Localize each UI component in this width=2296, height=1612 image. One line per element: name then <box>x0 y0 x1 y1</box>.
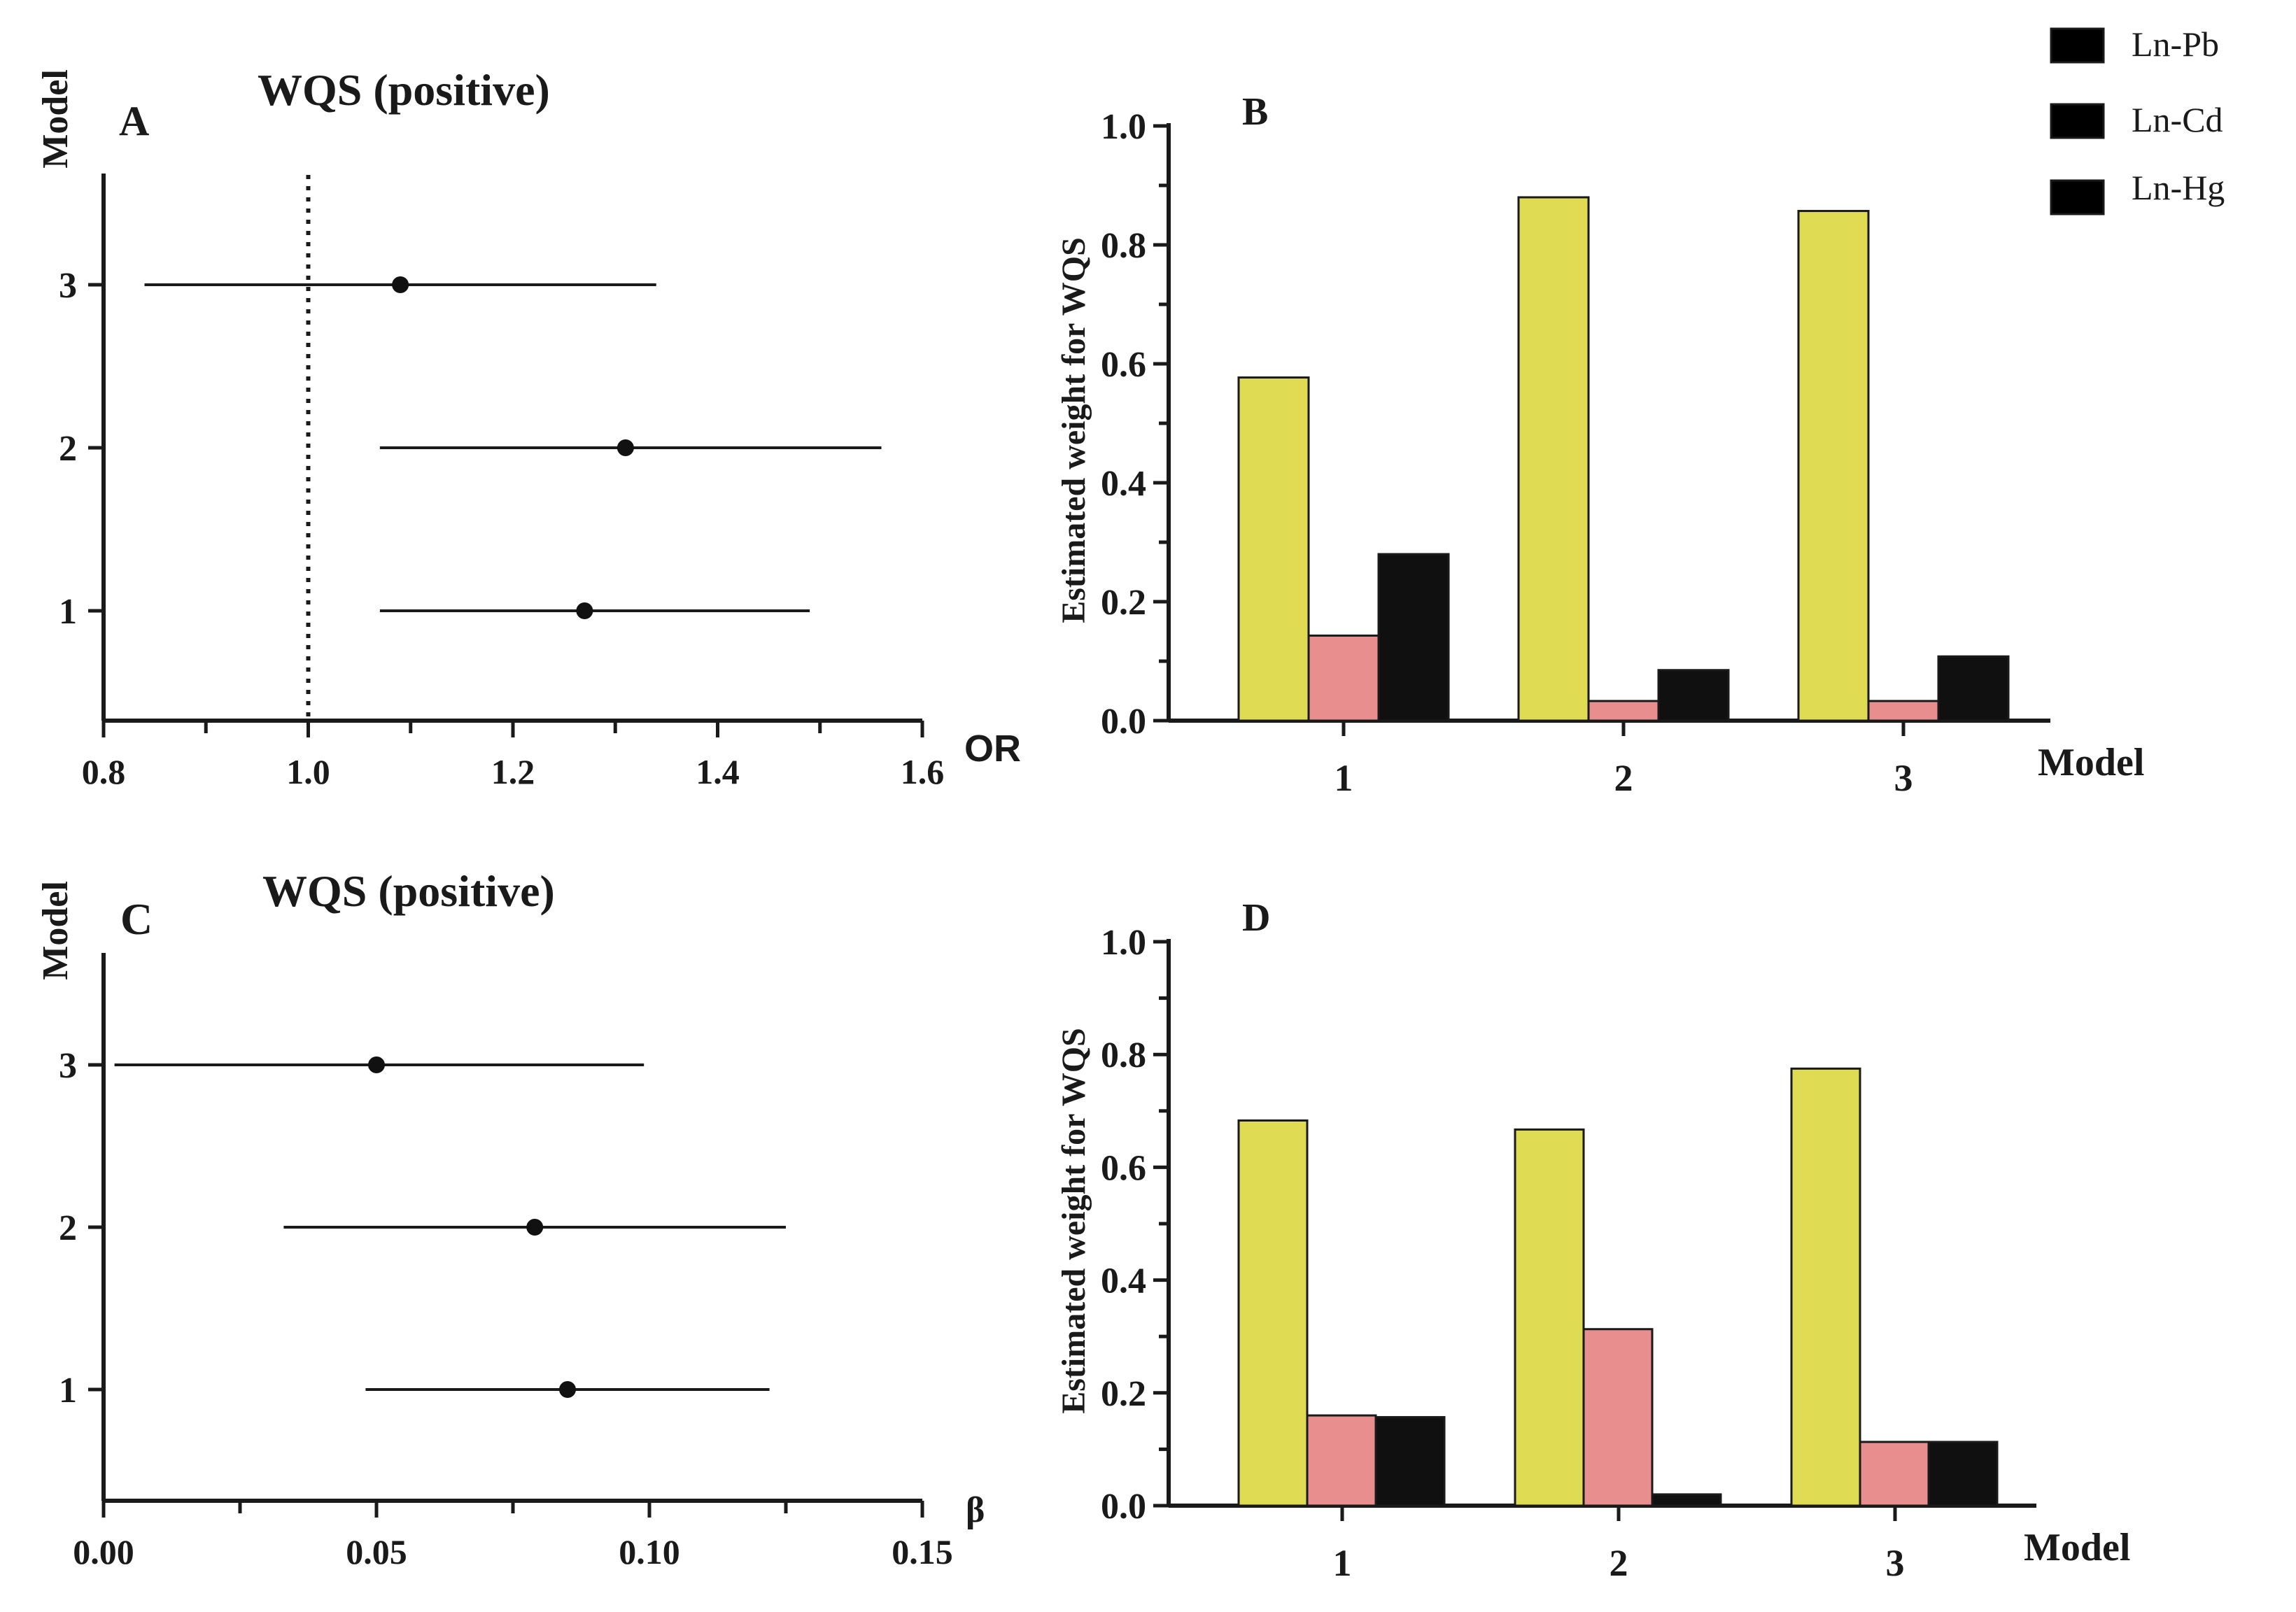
panel-b-xlabel: Model <box>2038 741 2144 784</box>
panel-c-x-tick-label: 0.00 <box>73 1532 134 1571</box>
legend-swatch-ln-hg <box>2050 179 2105 215</box>
panel-c-xlabel: β <box>966 1490 985 1530</box>
panel-d-bar-ln-hg-model-3 <box>1927 1441 1999 1507</box>
panel-b-ylabel: Estimated weight for WQS <box>1055 237 1092 623</box>
panel-c-ylabel: Model <box>36 881 76 980</box>
panel-b-y-tick-label: 0.8 <box>1101 226 1146 266</box>
panel-b-y-tick-label: 0.0 <box>1101 702 1146 742</box>
panel-b-letter: B <box>1242 90 1268 134</box>
panel-a-y-tick-label: 1 <box>59 592 77 632</box>
panel-a-x-tick-label: 1.0 <box>286 752 330 791</box>
panel-b-bar-chart: B Estimated weight for WQS Model 0.00.20… <box>1055 90 2144 799</box>
panel-d-bar-ln-pb-model-1 <box>1237 1119 1309 1507</box>
panel-d-y-tick-label: 0.8 <box>1101 1035 1146 1075</box>
panel-d-bar-ln-pb-model-2 <box>1514 1128 1585 1507</box>
panel-a-x-tick-label: 0.8 <box>82 752 126 791</box>
panel-c-marks: 0.00 0.05 0.10 0.15 1 2 3 <box>59 953 953 1571</box>
panel-d-ylabel: Estimated weight for WQS <box>1055 1028 1092 1414</box>
panel-d-bar-ln-pb-model-3 <box>1790 1067 1861 1507</box>
panel-a-point-model-1 <box>576 602 593 619</box>
panel-b-x-tick-label: 3 <box>1894 757 1913 799</box>
panel-d-bar-chart: D Estimated weight for WQS Model 0.00.20… <box>1055 896 2130 1584</box>
legend-label-ln-cd: Ln-Cd <box>2132 100 2223 139</box>
panel-b-bar-ln-pb-model-1 <box>1237 376 1310 722</box>
panel-d-x-tick-label: 3 <box>1886 1542 1905 1584</box>
panel-a-y-tick-label: 2 <box>59 429 77 469</box>
panel-c-y-tick-label: 3 <box>59 1046 77 1086</box>
panel-b-bar-ln-hg-model-1 <box>1377 553 1450 722</box>
panel-d-y-tick-label: 0.0 <box>1101 1487 1146 1527</box>
panel-d-bar-ln-hg-model-1 <box>1374 1415 1446 1507</box>
legend-label-ln-hg: Ln-Hg <box>2132 168 2225 207</box>
legend-label-ln-pb: Ln-Pb <box>2132 24 2219 64</box>
panel-c-point-model-2 <box>526 1219 544 1236</box>
legend-swatch-ln-cd <box>2050 103 2105 139</box>
panel-b-bar-ln-hg-model-3 <box>1937 655 2010 722</box>
panel-a-letter: A <box>119 98 149 144</box>
panel-a-marks: 0.8 1.0 1.2 1.4 1.6 1 2 3 <box>59 174 944 791</box>
panel-d-bar-ln-cd-model-3 <box>1859 1441 1930 1507</box>
panel-c-title: WQS (positive) <box>262 866 555 916</box>
panel-c-forest-plot: C WQS (positive) Model β 0.00 0.05 0.10 0.1… <box>36 866 985 1571</box>
panel-a-point-model-3 <box>392 276 409 293</box>
panel-a-forest-plot: A WQS (positive) Model OR 0.8 1.0 1.2 1.4 1.… <box>36 65 1021 791</box>
legend: Ln-Pb Ln-Cd Ln-Hg <box>2050 24 2225 215</box>
legend-swatch-ln-pb <box>2050 27 2105 64</box>
panel-a-x-tick-label: 1.2 <box>491 752 535 791</box>
panel-b-y-tick-label: 1.0 <box>1101 107 1146 147</box>
panel-d-y-tick-label: 0.6 <box>1101 1148 1146 1188</box>
panel-b-y-tick-label: 0.2 <box>1101 583 1146 623</box>
panel-b-bar-ln-pb-model-3 <box>1797 210 1870 722</box>
panel-c-point-model-3 <box>368 1056 385 1073</box>
panel-b-marks: 0.0 0.2 0.4 0.6 0.8 1.0 1 2 3 <box>1101 107 2050 799</box>
panel-d-y-tick-label: 1.0 <box>1101 923 1146 963</box>
panel-c-x-tick-label: 0.15 <box>892 1532 953 1571</box>
panel-c-point-model-1 <box>559 1381 576 1398</box>
panel-a-x-tick-label: 1.6 <box>901 752 945 791</box>
panel-d-x-tick-label: 1 <box>1333 1542 1352 1584</box>
panel-d-bar-ln-cd-model-2 <box>1582 1328 1654 1507</box>
panel-d-letter: D <box>1242 896 1270 940</box>
panel-d-x-tick-label: 2 <box>1610 1542 1628 1584</box>
panel-c-letter: C <box>120 894 153 944</box>
panel-d-bar-ln-cd-model-1 <box>1306 1414 1377 1507</box>
panel-a-y-tick-label: 3 <box>59 266 77 306</box>
panel-a-title: WQS (positive) <box>258 65 550 115</box>
panel-b-bar-ln-pb-model-2 <box>1517 196 1590 722</box>
panel-a-ylabel: Model <box>36 69 76 169</box>
panel-d-y-tick-label: 0.2 <box>1101 1374 1146 1414</box>
panel-c-y-tick-label: 1 <box>59 1371 77 1410</box>
panel-b-y-tick-label: 0.6 <box>1101 345 1146 385</box>
panel-b-bar-ln-cd-model-2 <box>1587 700 1660 722</box>
panel-d-marks: 0.0 0.2 0.4 0.6 0.8 1.0 1 2 3 <box>1101 923 2036 1584</box>
panel-d-y-tick-label: 0.4 <box>1101 1261 1146 1301</box>
panel-c-y-tick-label: 2 <box>59 1208 77 1248</box>
panel-b-bar-ln-hg-model-2 <box>1657 669 1730 722</box>
panel-b-bar-ln-cd-model-3 <box>1867 700 1940 722</box>
panel-b-x-tick-label: 2 <box>1614 757 1633 799</box>
panel-d-xlabel: Model <box>2024 1526 2130 1569</box>
panel-b-x-tick-label: 1 <box>1334 757 1353 799</box>
panel-a-x-tick-label: 1.4 <box>696 752 740 791</box>
panel-b-y-tick-label: 0.4 <box>1101 464 1146 504</box>
panel-c-x-tick-label: 0.10 <box>619 1532 680 1571</box>
panel-b-bar-ln-cd-model-1 <box>1307 634 1380 722</box>
panel-c-x-tick-label: 0.05 <box>346 1532 407 1571</box>
panel-a-point-model-2 <box>617 439 634 456</box>
panel-d-bar-ln-hg-model-2 <box>1651 1493 1722 1507</box>
panel-a-xlabel: OR <box>964 728 1021 770</box>
